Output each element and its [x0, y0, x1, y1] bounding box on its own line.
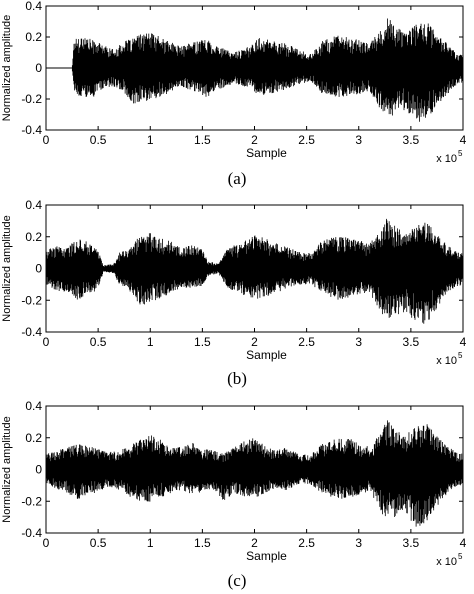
- x-tick-label: 1.5: [194, 133, 211, 147]
- waveform-panel-a: 0 0.5 1 1.5 2 2.5 3 3.5 4 0.4 0.2 0 -0.2 -0.4 Sample No…: [1, 0, 467, 188]
- y-tick-label: -0.4: [21, 526, 42, 540]
- x-tick-label: 4: [460, 536, 467, 550]
- x-tick-label: 2.5: [298, 536, 315, 550]
- y-tick-label: 0.2: [25, 230, 42, 244]
- y-tick-label: -0.4: [21, 123, 42, 137]
- panel-caption: (a): [228, 169, 247, 188]
- x-tick-label: 1.5: [194, 536, 211, 550]
- x-tick-label: 1: [147, 335, 154, 349]
- x-axis-multiplier-exponent: 5: [458, 149, 463, 158]
- y-tick-label: -0.2: [21, 293, 42, 307]
- x-tick-label: 0: [43, 536, 50, 550]
- x-axis-label: Sample: [246, 348, 287, 362]
- x-tick-label: 1: [147, 133, 154, 147]
- x-tick-label: 0.5: [90, 335, 107, 349]
- x-tick-label: 0: [43, 133, 50, 147]
- x-tick-label: 0: [43, 335, 50, 349]
- x-tick-label: 2: [251, 133, 258, 147]
- waveform-trace: [46, 218, 463, 324]
- x-axis-multiplier: x 10: [436, 153, 457, 165]
- y-tick-label: 0: [35, 463, 42, 477]
- x-tick-label: 0.5: [90, 536, 107, 550]
- x-tick-label: 3: [355, 133, 362, 147]
- y-tick-label: -0.2: [21, 92, 42, 106]
- x-axis-multiplier: x 10: [436, 556, 457, 568]
- x-tick-label: 3.5: [403, 133, 420, 147]
- y-tick-label: 0.4: [25, 399, 42, 413]
- waveform-panel-b: 0 0.5 1 1.5 2 2.5 3 3.5 4 0.4 0.2 0 -0.2 -0.4 Sample No…: [1, 198, 467, 388]
- x-axis-multiplier: x 10: [436, 355, 457, 367]
- x-tick-label: 1: [147, 536, 154, 550]
- y-tick-label: 0.2: [25, 30, 42, 44]
- x-tick-label: 2: [251, 335, 258, 349]
- y-axis-label: Normalized amplitude: [1, 416, 13, 522]
- waveform-panel-c: 0 0.5 1 1.5 2 2.5 3 3.5 4 0.4 0.2 0 -0.2 -0.4 Sample No…: [1, 399, 467, 590]
- panel-caption: (b): [227, 369, 247, 388]
- x-tick-label: 4: [460, 133, 467, 147]
- x-tick-label: 4: [460, 335, 467, 349]
- waveform-trace: [71, 18, 463, 122]
- y-tick-label: 0.2: [25, 431, 42, 445]
- y-axis-label: Normalized amplitude: [1, 215, 13, 321]
- x-axis-label: Sample: [246, 549, 287, 563]
- waveform-trace: [46, 420, 463, 527]
- x-axis-multiplier-exponent: 5: [458, 351, 463, 360]
- y-tick-label: 0: [35, 61, 42, 75]
- x-tick-label: 2.5: [298, 133, 315, 147]
- y-tick-label: 0.4: [25, 0, 42, 13]
- x-axis-label: Sample: [246, 146, 287, 160]
- x-tick-label: 3: [355, 335, 362, 349]
- x-tick-label: 1.5: [194, 335, 211, 349]
- x-tick-label: 3.5: [403, 536, 420, 550]
- x-tick-label: 2: [251, 536, 258, 550]
- x-tick-label: 2.5: [298, 335, 315, 349]
- panel-caption: (c): [228, 571, 247, 590]
- x-tick-label: 3.5: [403, 335, 420, 349]
- y-tick-label: -0.2: [21, 494, 42, 508]
- x-tick-label: 0.5: [90, 133, 107, 147]
- y-tick-label: -0.4: [21, 325, 42, 339]
- x-tick-label: 3: [355, 536, 362, 550]
- y-axis-label: Normalized amplitude: [1, 15, 13, 121]
- y-tick-label: 0.4: [25, 198, 42, 212]
- x-axis-multiplier-exponent: 5: [458, 552, 463, 561]
- y-tick-label: 0: [35, 262, 42, 276]
